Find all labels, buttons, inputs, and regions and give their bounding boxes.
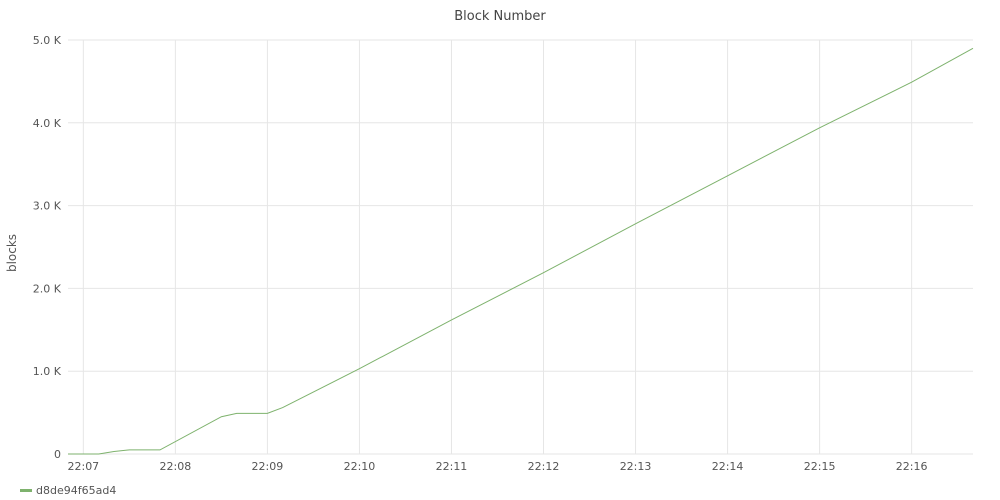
legend[interactable]: d8de94f65ad4 <box>20 484 116 497</box>
grid-lines <box>68 39 973 455</box>
y-tick-label: 1.0 K <box>33 365 62 378</box>
data-point <box>972 47 975 50</box>
data-point <box>67 453 70 456</box>
y-tick-label: 2.0 K <box>33 282 62 295</box>
x-axis-ticks: 22:07 22:08 22:09 22:10 22:11 22:12 22:13 22:14… <box>67 460 927 473</box>
y-axis-label: blocks <box>5 234 19 272</box>
data-point <box>113 450 116 453</box>
data-point <box>910 81 913 84</box>
x-tick-label: 22:09 <box>252 460 284 473</box>
legend-swatch <box>20 489 32 492</box>
data-point <box>726 174 729 177</box>
data-point <box>128 448 131 451</box>
y-tick-label: 0 <box>54 448 61 461</box>
data-point <box>97 453 100 456</box>
x-tick-label: 22:15 <box>804 460 836 473</box>
data-point <box>159 448 162 451</box>
series-line <box>68 47 974 455</box>
x-tick-label: 22:10 <box>344 460 376 473</box>
x-tick-label: 22:12 <box>528 460 560 473</box>
data-point <box>450 318 453 321</box>
chart-title: Block Number <box>454 9 546 24</box>
series-group <box>67 47 975 456</box>
x-tick-label: 22:16 <box>896 460 928 473</box>
data-point <box>281 406 284 409</box>
x-tick-label: 22:11 <box>436 460 468 473</box>
legend-label[interactable]: d8de94f65ad4 <box>36 484 117 497</box>
x-tick-label: 22:13 <box>620 460 652 473</box>
y-tick-label: 3.0 K <box>33 200 62 213</box>
x-tick-label: 22:14 <box>712 460 744 473</box>
data-point <box>220 415 223 418</box>
y-axis-ticks: 0 1.0 K 2.0 K 3.0 K 4.0 K 5.0 K <box>33 34 62 461</box>
x-tick-label: 22:08 <box>160 460 192 473</box>
data-point <box>542 271 545 274</box>
data-point <box>818 126 821 129</box>
y-tick-label: 4.0 K <box>33 117 62 130</box>
data-point <box>266 412 269 415</box>
line-chart: 01.0 K2.0 K3.0 K4.0 K5.0 K 22:07 22:08 22:… <box>5 34 975 473</box>
data-point <box>634 222 637 225</box>
data-point <box>358 367 361 370</box>
data-point <box>235 412 238 415</box>
x-tick-label: 22:07 <box>67 460 99 473</box>
y-tick-label: 5.0 K <box>33 34 62 47</box>
